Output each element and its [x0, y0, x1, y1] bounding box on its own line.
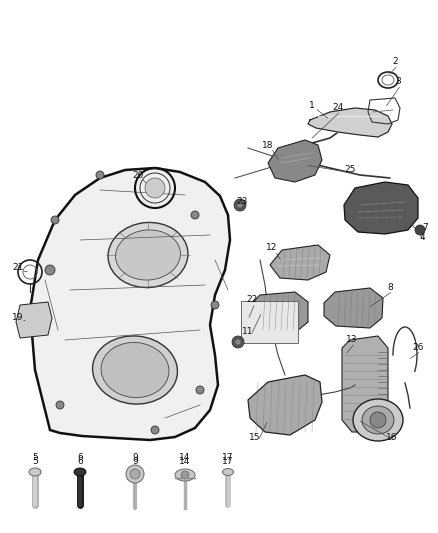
Circle shape — [145, 178, 165, 198]
Ellipse shape — [101, 342, 169, 398]
Text: 13: 13 — [346, 335, 358, 344]
Text: 14: 14 — [179, 457, 191, 466]
Text: 8: 8 — [387, 284, 393, 293]
Polygon shape — [248, 375, 322, 435]
Circle shape — [96, 171, 104, 179]
Ellipse shape — [29, 468, 41, 476]
Ellipse shape — [92, 336, 177, 404]
Text: 6: 6 — [77, 454, 83, 463]
Circle shape — [126, 465, 144, 483]
Circle shape — [191, 211, 199, 219]
Circle shape — [415, 225, 425, 235]
Text: 9: 9 — [132, 454, 138, 463]
Polygon shape — [268, 140, 322, 182]
Text: 19: 19 — [12, 313, 24, 322]
Text: 23: 23 — [237, 198, 247, 206]
Text: 21: 21 — [12, 263, 24, 272]
Text: 14: 14 — [179, 454, 191, 463]
Text: 17: 17 — [222, 457, 234, 466]
Polygon shape — [342, 336, 388, 432]
Polygon shape — [250, 292, 308, 332]
Ellipse shape — [362, 406, 394, 434]
Text: 11: 11 — [242, 327, 254, 336]
Polygon shape — [308, 108, 392, 137]
Text: 3: 3 — [395, 77, 401, 86]
Text: 1: 1 — [309, 101, 315, 109]
Text: 22: 22 — [246, 295, 258, 304]
Ellipse shape — [353, 399, 403, 441]
Text: 15: 15 — [249, 433, 261, 442]
Text: 5: 5 — [32, 454, 38, 463]
Polygon shape — [324, 288, 383, 328]
Text: 7: 7 — [422, 223, 428, 232]
Text: 24: 24 — [332, 103, 344, 112]
Ellipse shape — [175, 469, 195, 481]
Ellipse shape — [116, 230, 180, 280]
Ellipse shape — [74, 468, 86, 476]
Text: 4: 4 — [419, 233, 425, 243]
Text: 5: 5 — [32, 457, 38, 466]
Text: 12: 12 — [266, 244, 278, 253]
Circle shape — [237, 202, 243, 208]
Circle shape — [51, 216, 59, 224]
Circle shape — [56, 401, 64, 409]
Ellipse shape — [108, 222, 188, 288]
Circle shape — [232, 336, 244, 348]
Circle shape — [196, 386, 204, 394]
Text: 9: 9 — [132, 457, 138, 466]
Text: 16: 16 — [386, 433, 398, 442]
Circle shape — [45, 265, 55, 275]
Circle shape — [151, 426, 159, 434]
Circle shape — [234, 199, 246, 211]
Circle shape — [211, 301, 219, 309]
Circle shape — [181, 471, 189, 479]
Circle shape — [235, 339, 241, 345]
Polygon shape — [30, 168, 230, 440]
Circle shape — [130, 469, 140, 479]
FancyBboxPatch shape — [241, 301, 298, 343]
Polygon shape — [270, 245, 330, 280]
Text: 18: 18 — [262, 141, 274, 149]
Polygon shape — [344, 182, 418, 234]
Text: 6: 6 — [77, 457, 83, 466]
Text: 2: 2 — [392, 58, 398, 67]
Text: 26: 26 — [412, 343, 424, 352]
Circle shape — [370, 412, 386, 428]
Ellipse shape — [223, 469, 233, 475]
Text: 25: 25 — [344, 166, 356, 174]
Text: 17: 17 — [222, 454, 234, 463]
Polygon shape — [16, 302, 52, 338]
Text: 20: 20 — [132, 171, 144, 180]
